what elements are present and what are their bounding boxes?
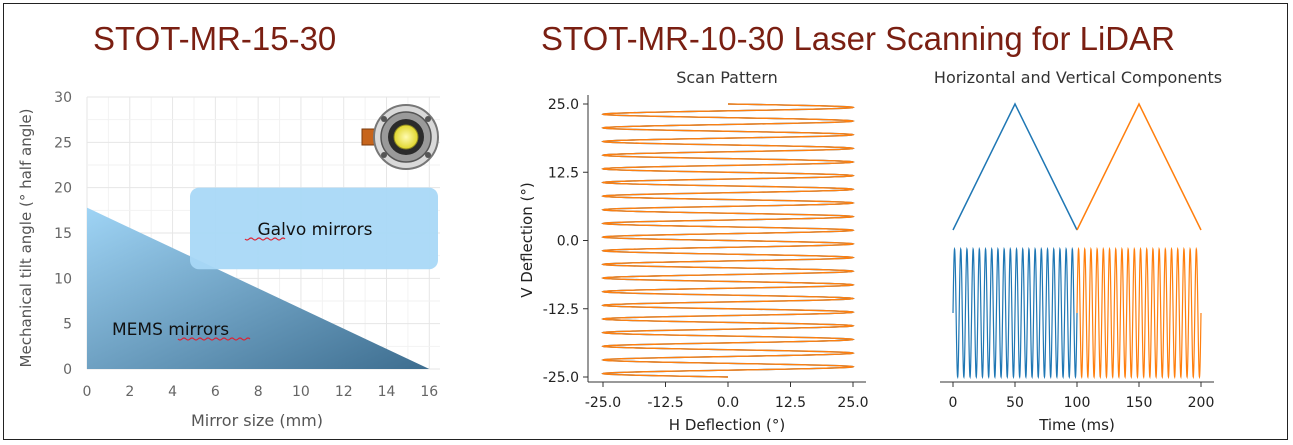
components-xtick-label: 50 bbox=[1006, 395, 1024, 411]
scan-xtick-label: 25.0 bbox=[837, 395, 868, 411]
mems-region bbox=[87, 207, 430, 369]
galvo-region bbox=[190, 187, 438, 270]
left-xtick-label: 12 bbox=[335, 384, 353, 400]
horizontal-component-line bbox=[1076, 246, 1202, 380]
scan-ytick-label: -25.0 bbox=[543, 370, 579, 386]
left-ytick-label: 30 bbox=[54, 90, 72, 106]
components-xtick-label: 0 bbox=[949, 395, 958, 411]
scan-series-line bbox=[601, 103, 855, 378]
horizontal-component-line bbox=[952, 246, 1078, 380]
scan-xtick-label: -12.5 bbox=[647, 395, 683, 411]
left-xtick-label: 6 bbox=[211, 384, 220, 400]
left-xtick-label: 10 bbox=[292, 384, 310, 400]
left-ylabel: Mechanical tilt angle (° half angle) bbox=[17, 109, 35, 368]
galvo-region-label: Galvo mirrors bbox=[257, 220, 372, 240]
scan-title: Scan Pattern bbox=[676, 68, 778, 87]
components-xtick-label: 150 bbox=[1126, 395, 1153, 411]
mirror-size-chart: 0 2 4 6 8 10 12 14 16 0 5 10 15 20 25 30 MEMS mirrors Gal… bbox=[54, 90, 440, 400]
mems-mirror-device-icon bbox=[361, 104, 439, 170]
left-xtick-label: 14 bbox=[378, 384, 396, 400]
left-ytick-label: 10 bbox=[54, 271, 72, 287]
scan-xtick-label: 0.0 bbox=[717, 395, 739, 411]
left-ytick-label: 25 bbox=[54, 135, 72, 151]
scan-xtick-label: 12.5 bbox=[775, 395, 806, 411]
scan-ytick-label: 0.0 bbox=[557, 234, 579, 250]
left-ytick-label: 0 bbox=[63, 362, 72, 378]
components-xlabel: Time (ms) bbox=[1038, 416, 1115, 434]
scan-pattern-chart: -25.0 -12.5 0.0 12.5 25.0 -25.0 -12.5 0.0 12.5 25… bbox=[543, 95, 869, 411]
scan-xlabel: H Deflection (°) bbox=[669, 416, 785, 434]
vertical-component-line bbox=[1076, 102, 1202, 231]
scan-xtick-label: -25.0 bbox=[585, 395, 621, 411]
left-xtick-label: 0 bbox=[83, 384, 92, 400]
left-xlabel: Mirror size (mm) bbox=[191, 411, 323, 430]
left-heading: STOT-MR-15-30 bbox=[93, 20, 337, 57]
spellcheck-underline bbox=[244, 237, 286, 241]
left-xtick-label: 4 bbox=[168, 384, 177, 400]
components-chart: 0 50 100 150 200 bbox=[940, 102, 1215, 411]
left-xtick-label: 8 bbox=[254, 384, 263, 400]
right-heading: STOT-MR-10-30 Laser Scanning for LiDAR bbox=[541, 20, 1175, 57]
spellcheck-underline bbox=[177, 337, 251, 341]
scan-ylabel: V Deflection (°) bbox=[518, 182, 536, 297]
components-title: Horizontal and Vertical Components bbox=[934, 68, 1222, 87]
scan-ytick-label: 12.5 bbox=[548, 165, 579, 181]
left-ytick-label: 5 bbox=[63, 317, 72, 333]
components-xtick-label: 100 bbox=[1064, 395, 1091, 411]
mems-region-label: MEMS mirrors bbox=[112, 320, 229, 340]
vertical-component-line bbox=[952, 102, 1078, 231]
scan-ytick-label: -12.5 bbox=[543, 302, 579, 318]
left-xtick-label: 16 bbox=[420, 384, 438, 400]
components-xtick-label: 200 bbox=[1188, 395, 1215, 411]
left-xtick-label: 2 bbox=[125, 384, 134, 400]
left-ytick-label: 15 bbox=[54, 226, 72, 242]
left-ytick-label: 20 bbox=[54, 181, 72, 197]
scan-ytick-label: 25.0 bbox=[548, 97, 579, 113]
